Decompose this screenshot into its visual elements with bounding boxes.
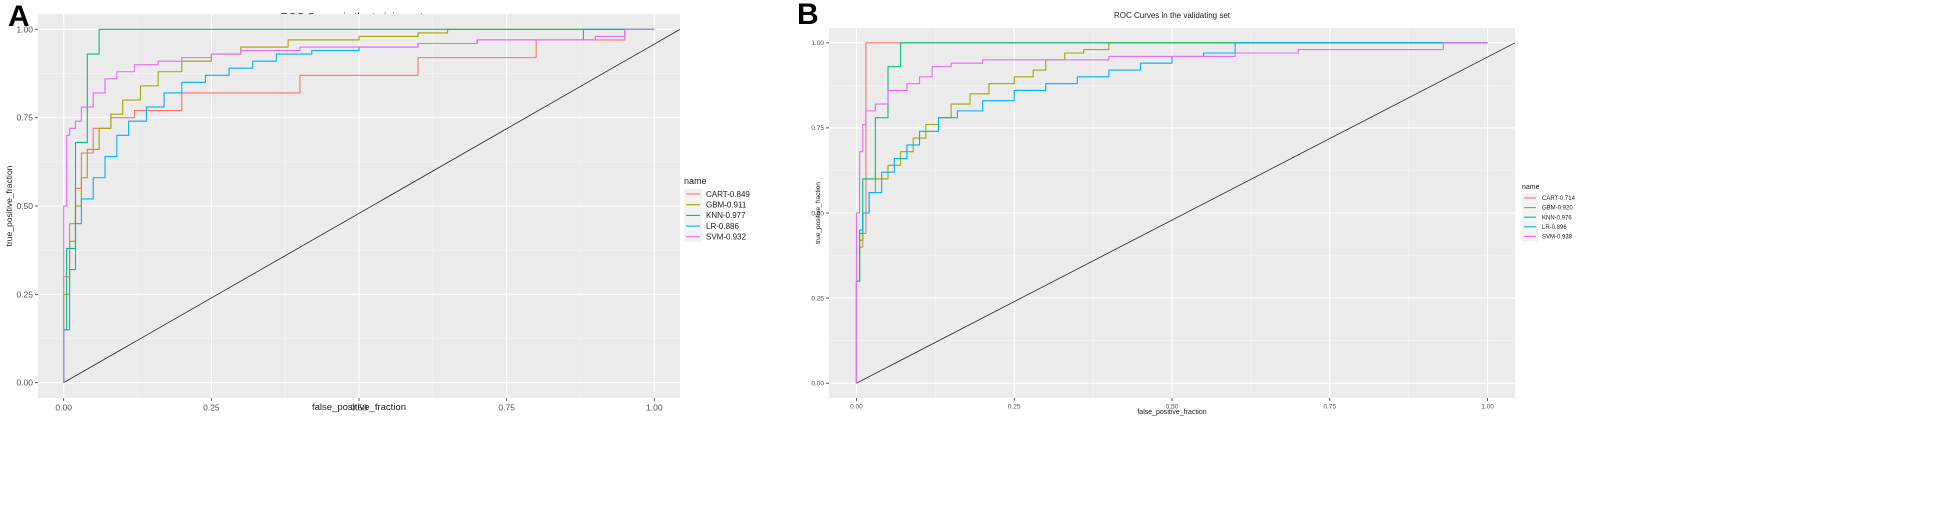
panel-label: A — [8, 0, 30, 33]
legend-entry: CART-0.714 — [1542, 196, 1576, 202]
legend-entry: LR-0.896 — [1542, 225, 1567, 231]
roc-panel-a: AROC Curves in the training set0.000.250… — [4, 0, 750, 413]
y-tick-label: 0.25 — [811, 295, 824, 302]
roc-curve-lr — [855, 42, 1488, 384]
x-tick-label: 0.00 — [850, 404, 863, 411]
x-tick-label: 0.75 — [1323, 404, 1336, 411]
chart-title: ROC Curves in the validating set — [1114, 11, 1231, 20]
legend-entry: SVM-0.932 — [706, 233, 747, 242]
legend-entry: CART-0.849 — [706, 190, 750, 199]
x-tick-label: 0.50 — [1166, 404, 1179, 411]
diagonal-reference-line — [856, 42, 1516, 384]
roc-panel-b: B ROC Curves in the validating set 0.00 0.2… — [797, 0, 1576, 416]
y-tick-label: 1.00 — [811, 40, 824, 47]
legend-title: name — [1522, 184, 1540, 191]
legend-entry: GBM-0.911 — [706, 201, 747, 210]
x-tick-label: 0.00 — [55, 403, 72, 413]
y-tick-label: 1.00 — [16, 24, 33, 34]
legend-entry: GBM-0.920 — [1542, 206, 1573, 212]
legend-entry: KNN-0.977 — [706, 211, 746, 220]
x-tick-label: 0.50 — [351, 403, 368, 413]
y-axis-label: true_positive_fraction — [815, 182, 822, 244]
legend-entry: LR-0.886 — [706, 222, 739, 231]
x-tick-label: 0.25 — [203, 403, 220, 413]
y-tick-label: 0.25 — [16, 289, 33, 299]
y-tick-label: 0.50 — [811, 210, 824, 217]
x-tick-label: 0.75 — [498, 403, 515, 413]
x-axis-label: false_positive_fraction — [312, 402, 406, 413]
y-tick-label: 0.75 — [811, 125, 824, 132]
y-tick-label: 0.75 — [16, 113, 33, 123]
x-axis-label: false_positive_fraction — [1137, 409, 1206, 416]
x-tick-label: 1.00 — [1481, 404, 1494, 411]
legend-title: name — [684, 176, 707, 186]
roc-curve-svm — [63, 28, 655, 383]
panel-label: B — [797, 0, 819, 31]
diagonal-reference-line — [63, 29, 681, 383]
roc-curve-svm — [855, 42, 1488, 384]
x-tick-label: 0.25 — [1008, 404, 1021, 411]
y-axis-label: true_positive_fraction — [4, 165, 14, 246]
y-tick-label: 0.00 — [16, 378, 33, 388]
legend-entry: KNN-0.976 — [1542, 215, 1572, 221]
grid-lines — [38, 14, 680, 398]
y-tick-label: 0.50 — [16, 201, 33, 211]
x-tick-label: 1.00 — [646, 403, 663, 413]
roc-curve-knn — [63, 28, 655, 383]
legend-entry: SVM-0.938 — [1542, 235, 1573, 241]
y-tick-label: 0.00 — [811, 380, 824, 387]
